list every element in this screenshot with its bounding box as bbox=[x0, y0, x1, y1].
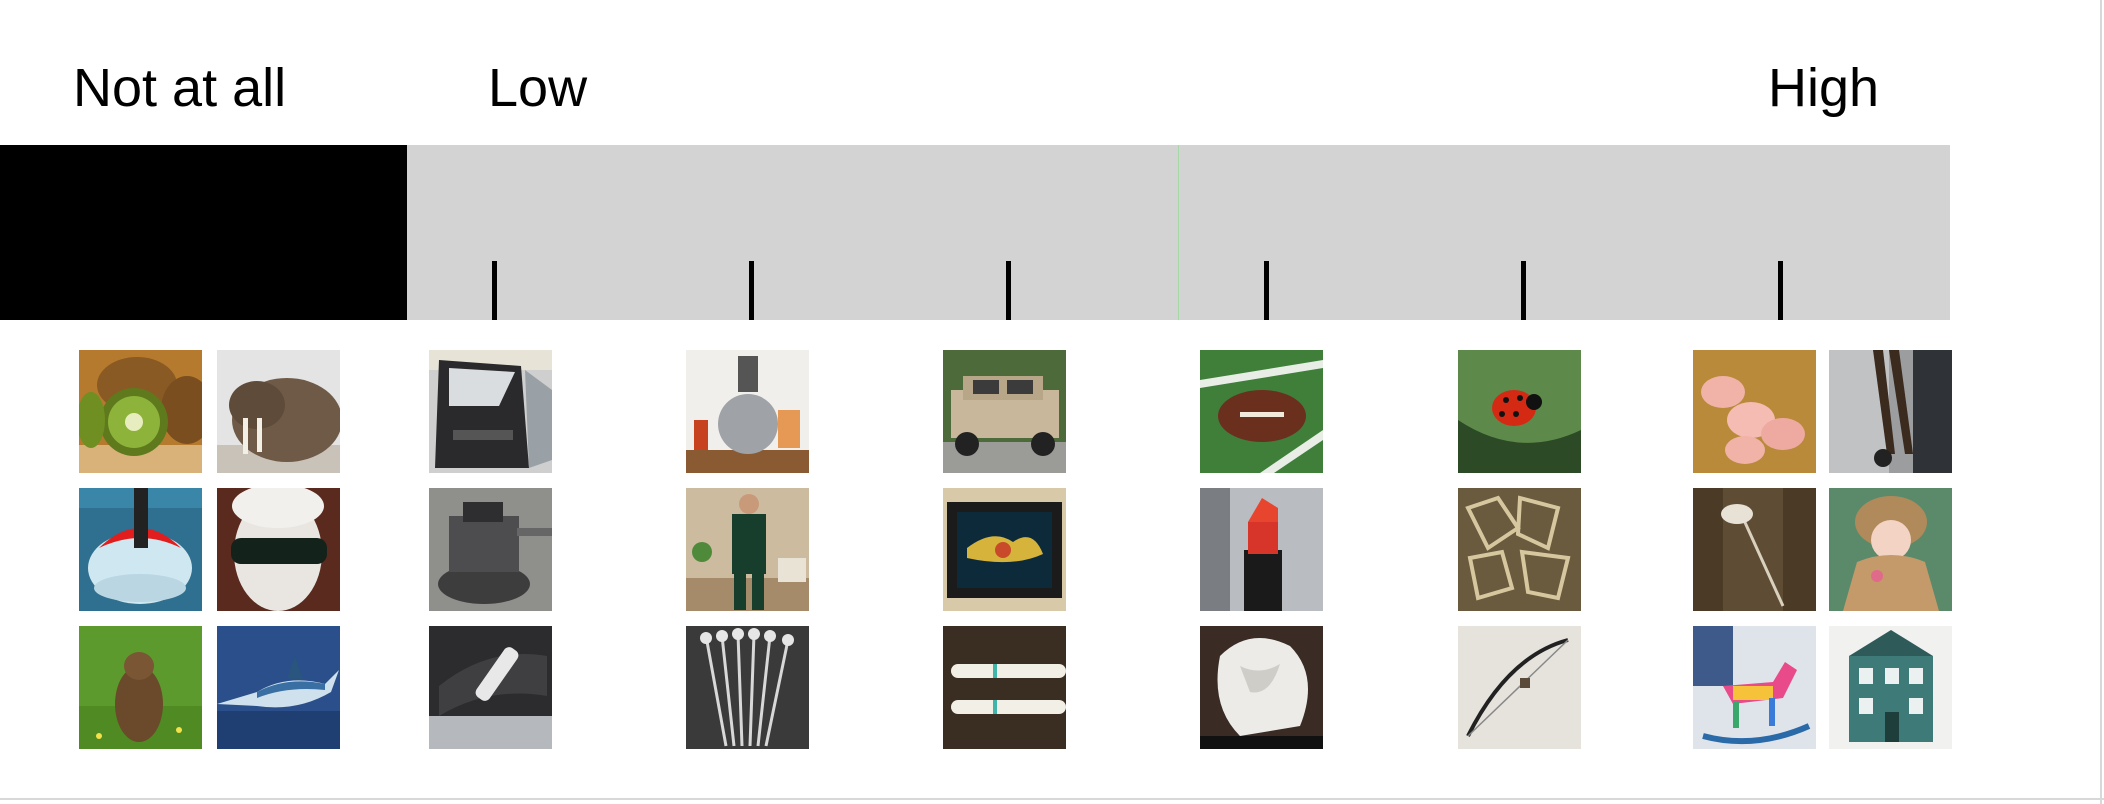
mouthguard-image bbox=[79, 488, 202, 611]
vise-image bbox=[429, 488, 552, 611]
football-image bbox=[1200, 350, 1323, 473]
lipstick-image bbox=[1200, 488, 1323, 611]
man-in-sweatsuit-image bbox=[686, 488, 809, 611]
juicer-image bbox=[686, 350, 809, 473]
figure-border-right bbox=[2100, 0, 2102, 804]
kiwi-image bbox=[79, 350, 202, 473]
scale-tick-1 bbox=[492, 261, 497, 320]
groundhog-image bbox=[79, 626, 202, 749]
hobby-horse-image bbox=[1693, 488, 1816, 611]
picture-frame-image bbox=[943, 488, 1066, 611]
scale-midline bbox=[1178, 145, 1179, 320]
walrus-image bbox=[217, 350, 340, 473]
humvee-image bbox=[943, 350, 1066, 473]
white-bust-image bbox=[1200, 626, 1323, 749]
scale-tick-3 bbox=[1006, 261, 1011, 320]
scale-tick-6 bbox=[1778, 261, 1783, 320]
label-low: Low bbox=[488, 58, 588, 118]
electric-toothbrushes-image bbox=[943, 626, 1066, 749]
ladybug-image bbox=[1458, 350, 1581, 473]
hand-truck-image bbox=[1829, 350, 1952, 473]
bow-image bbox=[1458, 626, 1581, 749]
rocking-horse-image bbox=[1693, 626, 1816, 749]
not-at-all-band bbox=[0, 145, 407, 320]
label-high: High bbox=[1768, 58, 1880, 118]
scale-tick-2 bbox=[749, 261, 754, 320]
scale-tick-5 bbox=[1521, 261, 1526, 320]
scale-tick-4 bbox=[1264, 261, 1269, 320]
cookie-cutters-image bbox=[1458, 488, 1581, 611]
piglets-image bbox=[1693, 350, 1816, 473]
label-not-at-all: Not at all bbox=[73, 58, 287, 118]
doll-image bbox=[1829, 488, 1952, 611]
car-door-image bbox=[429, 350, 552, 473]
handbrake-image bbox=[429, 626, 552, 749]
cocktail-stirrers-image bbox=[686, 626, 809, 749]
dollhouse-image bbox=[1829, 626, 1952, 749]
swordfish-image bbox=[217, 626, 340, 749]
figure-border-bottom bbox=[0, 798, 2104, 800]
blindfold-mannequin-image bbox=[217, 488, 340, 611]
